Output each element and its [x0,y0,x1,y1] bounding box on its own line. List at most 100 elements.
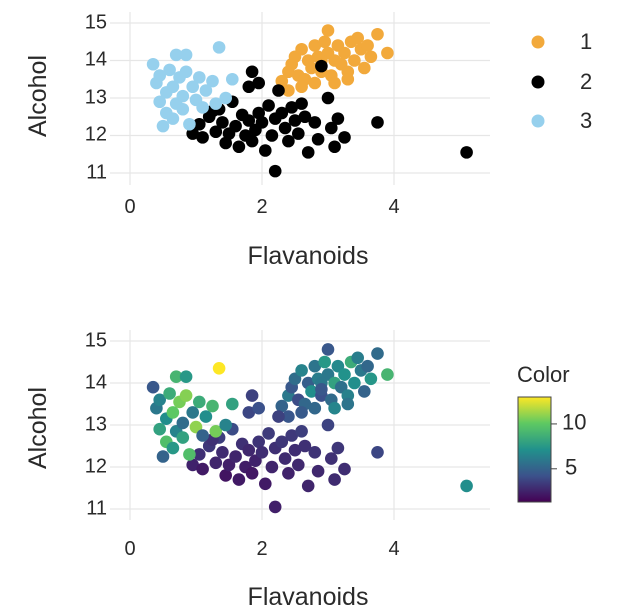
point-class-2-42 [338,131,351,144]
point-71 [308,446,322,459]
point-class-3-25 [212,41,226,54]
top-ytick-13: 13 [85,86,107,108]
point-8 [305,385,318,398]
point-47 [232,473,246,486]
point-9 [308,359,322,373]
point-class-1-13 [321,24,335,37]
point-98 [176,431,190,444]
colorbar-tick-5: 5 [565,455,577,480]
legend-marker-3 [531,114,545,128]
top-ytick-14: 14 [85,48,107,70]
point-class-1-9 [308,39,322,52]
point-79 [371,446,384,459]
point-class-3-13 [176,89,190,103]
point-69 [298,439,312,453]
point-72 [311,464,325,478]
colorbar-tick-10: 10 [562,410,586,435]
point-100 [179,389,193,402]
top-xtick-4: 4 [388,196,399,218]
point-95 [169,370,183,384]
point-class-1-24 [358,61,371,75]
point-class-2-14 [242,80,256,94]
point-class-2-39 [325,121,338,135]
point-class-1-25 [364,50,378,64]
point-class-3-27 [226,72,239,86]
legend-label-3: 3 [580,108,592,133]
point-63 [278,452,292,465]
point-class-1-31 [341,72,355,86]
point-class-2-22 [265,129,279,142]
point-77 [331,441,345,455]
point-class-3-15 [179,48,193,62]
point-26 [371,347,384,360]
point-class-3-18 [186,80,199,94]
point-class-3-11 [169,48,183,62]
chart-top: 15 14 13 12 11 0 2 4 Flavanoids Alcohol [24,11,490,270]
point-class-2-40 [328,140,341,154]
bottom-points [146,343,473,514]
point-52 [245,467,259,480]
bottom-gridlines [110,330,490,520]
point-class-2-30 [288,114,302,127]
point-class-3-8 [166,112,180,125]
point-class-2-36 [311,132,325,146]
top-ytick-11: 11 [86,161,107,183]
point-class-2-1 [193,117,206,131]
point-108 [209,425,223,438]
point-class-1-19 [338,46,351,60]
point-74 [321,418,335,432]
point-61 [272,410,285,423]
point-class-3-14 [176,102,190,116]
point-class-1-12 [318,35,332,49]
point-68 [295,425,308,438]
top-points [146,24,473,178]
point-31 [341,397,355,411]
bottom-x-axis-title: Flavanoids [248,583,369,611]
point-32 [282,410,295,423]
top-ytick-12: 12 [85,123,107,145]
point-class-3-24 [209,97,223,110]
point-62 [275,435,289,449]
point-class-3-22 [199,84,213,97]
point-24 [358,385,371,398]
colorbar-title: Color [517,362,570,387]
point-107 [206,399,219,413]
point-class-3-17 [183,117,196,131]
point-class-2-6 [216,116,229,129]
point-class-3-21 [196,101,209,114]
bottom-xtick-4: 4 [388,538,399,560]
point-class-2-20 [259,144,272,157]
point-class-1-28 [295,80,308,94]
point-33 [351,351,365,365]
bottom-ytick-14: 14 [85,371,107,393]
point-76 [328,473,341,486]
point-class-3-20 [193,71,206,84]
point-class-1-33 [351,31,365,45]
point-51 [242,443,256,457]
point-65 [285,429,299,442]
bottom-xtick-0: 0 [124,538,135,560]
point-28 [295,406,308,419]
top-y-axis-title: Alcohol [24,55,52,137]
point-64 [282,467,295,480]
point-70 [301,479,315,493]
point-99 [179,370,193,384]
top-ytick-15: 15 [85,11,107,33]
point-class-3-9 [166,80,180,94]
bottom-ytick-13: 13 [85,413,107,435]
point-110 [219,418,232,432]
top-xtick-0: 0 [124,196,135,218]
point-40 [209,456,223,470]
point-class-2-35 [308,116,322,129]
point-22 [348,376,361,390]
point-46 [229,450,242,463]
point-class-2-31 [292,127,305,140]
point-25 [364,372,378,386]
point-class-2-26 [275,106,289,120]
point-87 [153,393,166,407]
point-class-1-22 [348,54,361,67]
point-class-2-19 [255,116,269,129]
point-106 [199,410,213,423]
point-13 [321,343,335,356]
